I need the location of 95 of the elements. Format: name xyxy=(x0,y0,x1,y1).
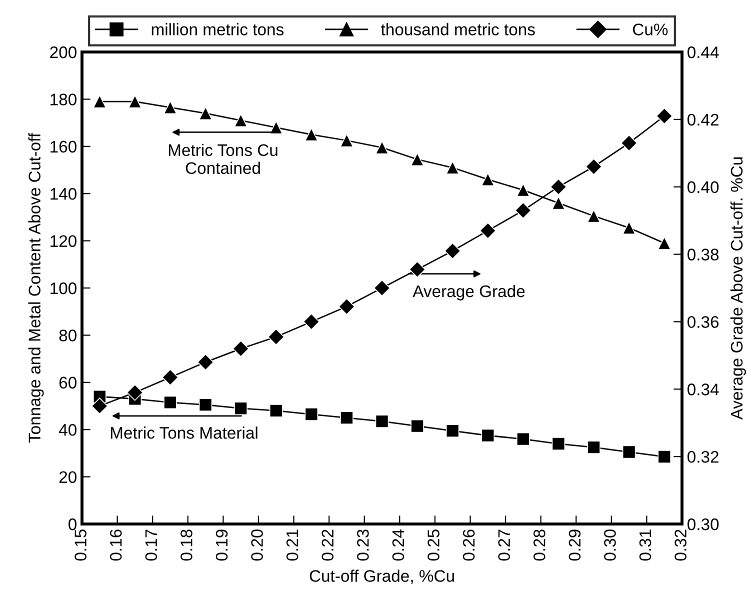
point xyxy=(585,158,602,175)
annotation: Metric Tons Cu Contained xyxy=(168,144,278,174)
y2-tick-label: 0.30 xyxy=(688,518,719,530)
point xyxy=(374,280,390,296)
point xyxy=(620,134,638,152)
point xyxy=(269,404,283,418)
point xyxy=(622,221,636,234)
point xyxy=(410,152,424,166)
point xyxy=(550,178,567,196)
point xyxy=(304,408,318,421)
point xyxy=(481,172,495,186)
x-tick-label: 0.20 xyxy=(251,530,263,561)
x-tick-label: 0.23 xyxy=(357,530,369,561)
point xyxy=(516,432,530,446)
y2-tick-label: 0.34 xyxy=(688,384,719,396)
point xyxy=(658,450,672,464)
point xyxy=(375,140,389,154)
point xyxy=(410,419,424,433)
legend-label: thousand metric tons xyxy=(381,23,535,36)
point xyxy=(552,196,566,210)
y-tick-label: 20 xyxy=(59,471,76,484)
y-tick-label: 60 xyxy=(59,376,76,389)
point xyxy=(303,313,320,330)
point xyxy=(622,445,636,459)
y-tick-label: 180 xyxy=(50,94,76,106)
point xyxy=(340,411,354,424)
point xyxy=(126,384,144,401)
point xyxy=(658,236,672,250)
point xyxy=(656,108,673,124)
y-tick-label: 200 xyxy=(50,46,76,58)
x-tick-label: 0.31 xyxy=(639,530,652,561)
point xyxy=(516,183,530,197)
y2-tick-label: 0.36 xyxy=(688,316,719,328)
y-tick-label: 120 xyxy=(50,235,76,248)
y2-tick-label: 0.42 xyxy=(688,114,718,126)
y-tick-label: 160 xyxy=(50,140,76,153)
point xyxy=(234,114,248,128)
point xyxy=(587,209,600,223)
x-tick-label: 0.26 xyxy=(462,530,475,561)
point xyxy=(304,128,318,142)
point xyxy=(91,398,108,414)
point xyxy=(480,222,496,239)
y-axis-title: Tonnage and Metal Content Above Cut-off xyxy=(28,132,44,443)
x-tick-label: 0.15 xyxy=(74,530,86,561)
x-tick-label: 0.18 xyxy=(180,530,192,561)
y2-tick-label: 0.38 xyxy=(688,248,719,260)
y-tick-label: 100 xyxy=(50,282,76,294)
x-tick-label: 0.21 xyxy=(286,530,298,561)
y-tick-label: 0 xyxy=(68,518,76,530)
x-tick-label: 0.17 xyxy=(145,530,158,561)
x-tick-label: 0.32 xyxy=(674,530,686,561)
point xyxy=(268,328,284,346)
point xyxy=(552,437,566,450)
x-tick-label: 0.19 xyxy=(216,530,228,561)
point xyxy=(198,398,212,412)
x-tick-label: 0.22 xyxy=(322,530,334,561)
point xyxy=(162,369,179,386)
annotation: Metric Tons Material xyxy=(110,426,258,439)
point xyxy=(444,242,461,260)
x-tick-label: 0.28 xyxy=(533,530,546,561)
x-tick-label: 0.30 xyxy=(604,530,616,561)
point xyxy=(232,340,250,357)
legend-label: million metric tons xyxy=(152,23,284,36)
point xyxy=(409,261,426,278)
point xyxy=(164,396,177,410)
x-tick-label: 0.25 xyxy=(428,530,440,561)
y2-tick-label: 0.32 xyxy=(688,450,718,463)
y2-axis-title: Average Grade Above Cut-off. %Cu xyxy=(730,157,746,420)
y2-tick-label: 0.44 xyxy=(688,46,719,58)
point xyxy=(481,428,495,442)
x-tick-label: 0.27 xyxy=(498,530,510,561)
point xyxy=(128,94,142,108)
point xyxy=(375,414,389,428)
annotation: Average Grade xyxy=(412,284,525,300)
point xyxy=(340,134,354,148)
point xyxy=(446,160,460,174)
point xyxy=(92,94,106,108)
y2-tick-label: 0.40 xyxy=(688,181,719,194)
point xyxy=(198,106,212,120)
x-axis-title: Cut-off Grade, %Cu xyxy=(310,570,454,584)
point xyxy=(446,424,460,438)
point xyxy=(164,100,177,114)
y-tick-label: 80 xyxy=(59,330,76,342)
x-tick-label: 0.16 xyxy=(110,530,122,561)
point xyxy=(514,202,532,219)
point xyxy=(587,440,600,454)
y-tick-label: 140 xyxy=(50,188,76,200)
point xyxy=(338,298,355,315)
x-tick-label: 0.24 xyxy=(392,529,404,561)
point xyxy=(234,402,248,416)
point xyxy=(197,354,214,370)
point xyxy=(269,120,283,134)
y-tick-label: 40 xyxy=(58,424,76,436)
x-tick-label: 0.29 xyxy=(568,530,581,561)
legend-label: Cu% xyxy=(632,24,668,36)
